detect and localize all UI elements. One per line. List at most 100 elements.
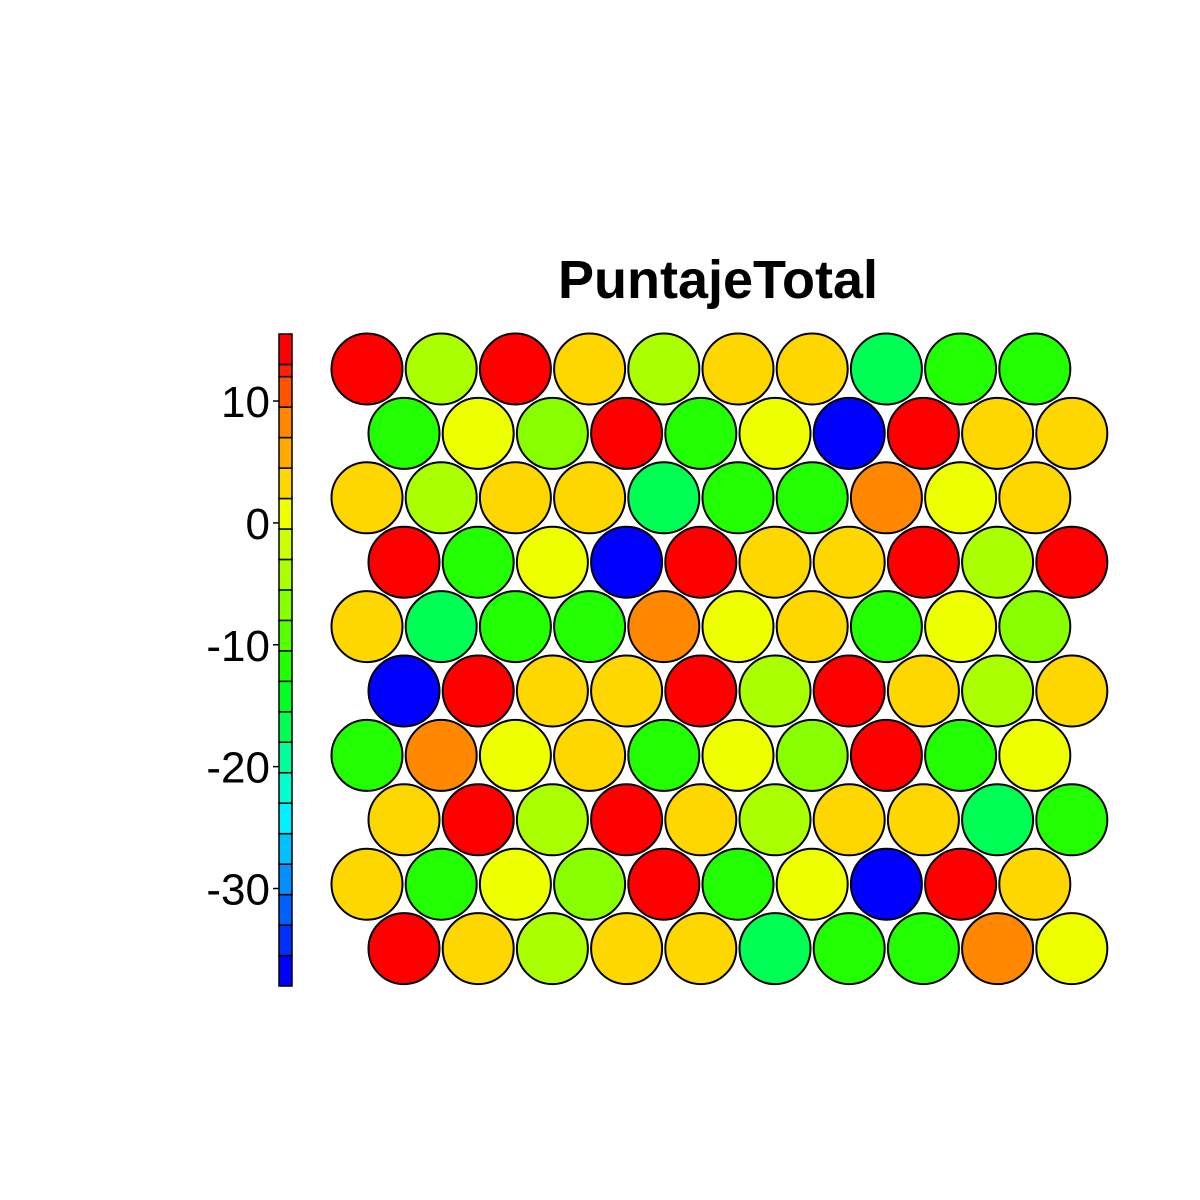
legend-color-bin: [278, 832, 293, 865]
som-cell: [590, 912, 664, 986]
som-cell: [553, 590, 627, 664]
som-cell: [664, 783, 738, 857]
som-cell: [367, 912, 441, 986]
som-cell: [886, 525, 960, 599]
som-cell: [886, 912, 960, 986]
som-cell: [701, 332, 775, 406]
som-cell: [330, 332, 404, 406]
som-cell: [553, 332, 627, 406]
som-cell: [961, 525, 1035, 599]
som-cell: [515, 525, 589, 599]
som-cell: [590, 525, 664, 599]
legend-color-bin: [278, 406, 293, 439]
som-cell: [812, 783, 886, 857]
som-cell: [849, 847, 923, 921]
som-cell: [701, 718, 775, 792]
som-cell: [886, 396, 960, 470]
som-cell: [478, 461, 552, 535]
som-cell: [553, 461, 627, 535]
som-cell: [924, 332, 998, 406]
som-cell: [404, 461, 478, 535]
som-cell: [367, 783, 441, 857]
som-cell: [627, 718, 701, 792]
som-cell: [924, 590, 998, 664]
som-cell: [924, 461, 998, 535]
som-cell: [812, 396, 886, 470]
legend-color-bin: [278, 467, 293, 500]
som-cell: [441, 396, 515, 470]
som-cell: [998, 332, 1072, 406]
legend-tick-label: 10: [221, 378, 270, 427]
legend-color-bin: [278, 893, 293, 926]
color-scale-legend: 10 0 -10 -20 -30: [206, 333, 293, 987]
som-cell: [478, 332, 552, 406]
som-cell: [367, 654, 441, 728]
som-cell: [812, 525, 886, 599]
som-cell: [1035, 654, 1109, 728]
legend-color-bin: [278, 333, 293, 366]
som-cell: [330, 718, 404, 792]
legend-color-bin: [278, 558, 293, 591]
legend-tick-label: 0: [246, 500, 270, 549]
som-cell: [1035, 783, 1109, 857]
som-cell: [812, 654, 886, 728]
som-cell: [775, 461, 849, 535]
som-cell: [553, 718, 627, 792]
som-cell: [775, 847, 849, 921]
legend-color-bin: [278, 589, 293, 622]
som-cell: [738, 783, 812, 857]
som-cell: [664, 654, 738, 728]
som-cell: [701, 461, 775, 535]
som-cell: [441, 654, 515, 728]
som-cell: [998, 718, 1072, 792]
legend-color-bin: [278, 650, 293, 683]
som-cell: [1035, 396, 1109, 470]
som-cell: [738, 912, 812, 986]
som-cell: [1035, 525, 1109, 599]
legend-color-bin: [278, 802, 293, 835]
som-cell: [701, 847, 775, 921]
som-cell: [998, 847, 1072, 921]
legend-color-bin: [278, 375, 293, 408]
som-cell: [961, 783, 1035, 857]
som-cell: [441, 912, 515, 986]
som-cell: [590, 654, 664, 728]
legend-tick-label: -10: [206, 622, 270, 671]
som-cell: [404, 718, 478, 792]
som-cell: [961, 912, 1035, 986]
som-cell: [330, 461, 404, 535]
som-cell: [590, 783, 664, 857]
som-cell: [478, 718, 552, 792]
som-cell: [775, 718, 849, 792]
som-cell: [404, 847, 478, 921]
som-cell: [478, 847, 552, 921]
legend-color-bin: [278, 680, 293, 713]
som-cell: [330, 590, 404, 664]
som-cell: [627, 332, 701, 406]
som-cell: [924, 718, 998, 792]
som-cell: [886, 654, 960, 728]
legend-tick-label: -20: [206, 744, 270, 793]
legend-color-bin: [278, 497, 293, 530]
som-cell: [998, 590, 1072, 664]
som-cell: [1035, 912, 1109, 986]
som-cell: [590, 396, 664, 470]
som-cell: [664, 525, 738, 599]
som-cell: [961, 396, 1035, 470]
legend-tick-label: -30: [206, 866, 270, 915]
som-cell: [849, 718, 923, 792]
som-cell: [441, 783, 515, 857]
som-cell: [886, 783, 960, 857]
som-cell: [367, 525, 441, 599]
som-cell: [738, 525, 812, 599]
som-cell: [627, 461, 701, 535]
som-cell: [961, 654, 1035, 728]
legend-color-bin: [278, 711, 293, 744]
chart-title: PuntajeTotal: [558, 250, 878, 310]
som-cell: [404, 590, 478, 664]
som-cell: [775, 590, 849, 664]
legend-color-bin: [278, 924, 293, 957]
som-cell: [775, 332, 849, 406]
som-cell: [515, 396, 589, 470]
